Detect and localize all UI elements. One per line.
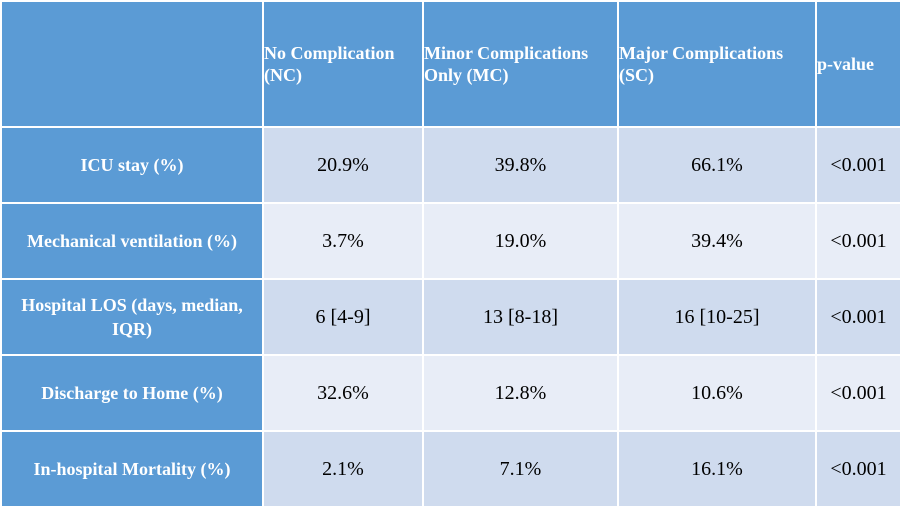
table-cell: 66.1% — [617, 126, 817, 204]
row-label-hospital-los: Hospital LOS (days, median, IQR) — [0, 278, 264, 356]
column-header-minor-complications: Minor Complications Only (MC) — [422, 0, 619, 128]
table-cell: 10.6% — [617, 354, 817, 432]
row-label-in-hospital-mortality: In-hospital Mortality (%) — [0, 430, 264, 508]
table-cell: <0.001 — [815, 126, 900, 204]
column-header-p-value: p-value — [815, 0, 900, 128]
table-cell: 19.0% — [422, 202, 619, 280]
row-label-discharge-home: Discharge to Home (%) — [0, 354, 264, 432]
table-body: ICU stay (%) 20.9% 39.8% 66.1% <0.001 Me… — [0, 126, 900, 508]
table-cell: 16.1% — [617, 430, 817, 508]
table-cell: <0.001 — [815, 278, 900, 356]
table-cell: 13 [8-18] — [422, 278, 619, 356]
table-row: In-hospital Mortality (%) 2.1% 7.1% 16.1… — [0, 430, 900, 508]
table-row: ICU stay (%) 20.9% 39.8% 66.1% <0.001 — [0, 126, 900, 204]
table-cell: <0.001 — [815, 354, 900, 432]
table-header: No Complication (NC) Minor Complications… — [0, 0, 900, 128]
table-row: Hospital LOS (days, median, IQR) 6 [4-9]… — [0, 278, 900, 356]
table-cell: <0.001 — [815, 430, 900, 508]
table-cell: 6 [4-9] — [262, 278, 424, 356]
header-corner-cell — [0, 0, 264, 128]
column-header-major-complications: Major Complications (SC) — [617, 0, 817, 128]
column-header-no-complication: No Complication (NC) — [262, 0, 424, 128]
table-cell: 3.7% — [262, 202, 424, 280]
table-cell: 20.9% — [262, 126, 424, 204]
table-cell: 39.4% — [617, 202, 817, 280]
table-cell: 7.1% — [422, 430, 619, 508]
table-row: Mechanical ventilation (%) 3.7% 19.0% 39… — [0, 202, 900, 280]
header-row: No Complication (NC) Minor Complications… — [0, 0, 900, 128]
table-cell: 2.1% — [262, 430, 424, 508]
table-cell: <0.001 — [815, 202, 900, 280]
row-label-icu-stay: ICU stay (%) — [0, 126, 264, 204]
table-row: Discharge to Home (%) 32.6% 12.8% 10.6% … — [0, 354, 900, 432]
table-cell: 16 [10-25] — [617, 278, 817, 356]
table-cell: 39.8% — [422, 126, 619, 204]
row-label-mechanical-ventilation: Mechanical ventilation (%) — [0, 202, 264, 280]
table-cell: 12.8% — [422, 354, 619, 432]
table-cell: 32.6% — [262, 354, 424, 432]
